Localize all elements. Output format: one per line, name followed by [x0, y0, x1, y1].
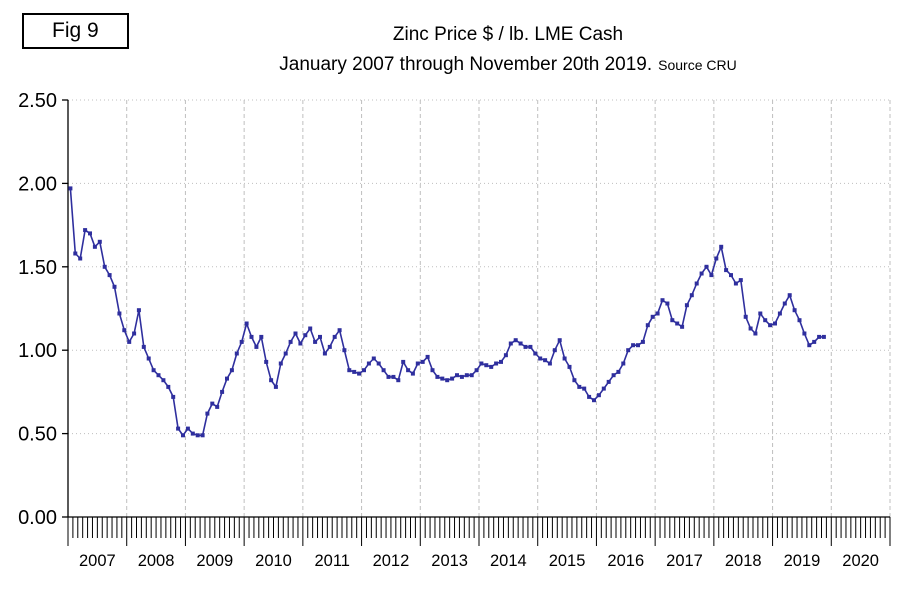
svg-text:1.50: 1.50: [18, 257, 57, 279]
chart-title: Zinc Price $ / lb. LME Cash: [392, 24, 624, 45]
svg-text:2019: 2019: [784, 552, 821, 570]
svg-text:2008: 2008: [138, 552, 175, 570]
svg-text:2.00: 2.00: [18, 173, 57, 195]
svg-text:2012: 2012: [373, 552, 410, 570]
chart-source-label: Source CRU: [658, 57, 737, 73]
svg-text:2010: 2010: [255, 552, 292, 570]
svg-text:2014: 2014: [490, 552, 527, 570]
svg-text:0.50: 0.50: [18, 424, 57, 446]
svg-text:2020: 2020: [842, 552, 879, 570]
figure-number-box: Fig 9: [22, 13, 129, 49]
svg-text:2009: 2009: [196, 552, 233, 570]
svg-text:2013: 2013: [431, 552, 468, 570]
svg-text:2015: 2015: [549, 552, 586, 570]
svg-text:0.00: 0.00: [18, 507, 57, 529]
svg-text:2011: 2011: [314, 552, 349, 570]
svg-text:2018: 2018: [725, 552, 762, 570]
chart-titles: Zinc Price $ / lb. LME Cash January 2007…: [120, 24, 896, 76]
svg-text:2.50: 2.50: [18, 90, 57, 112]
chart-subtitle: January 2007 through November 20th 2019.…: [120, 54, 896, 76]
svg-text:1.00: 1.00: [18, 340, 57, 362]
svg-text:2017: 2017: [666, 552, 703, 570]
chart-subtitle-text: January 2007 through November 20th 2019.: [279, 54, 653, 75]
svg-text:2007: 2007: [79, 552, 116, 570]
figure-number-label: Fig 9: [52, 19, 99, 42]
svg-text:2016: 2016: [607, 552, 644, 570]
